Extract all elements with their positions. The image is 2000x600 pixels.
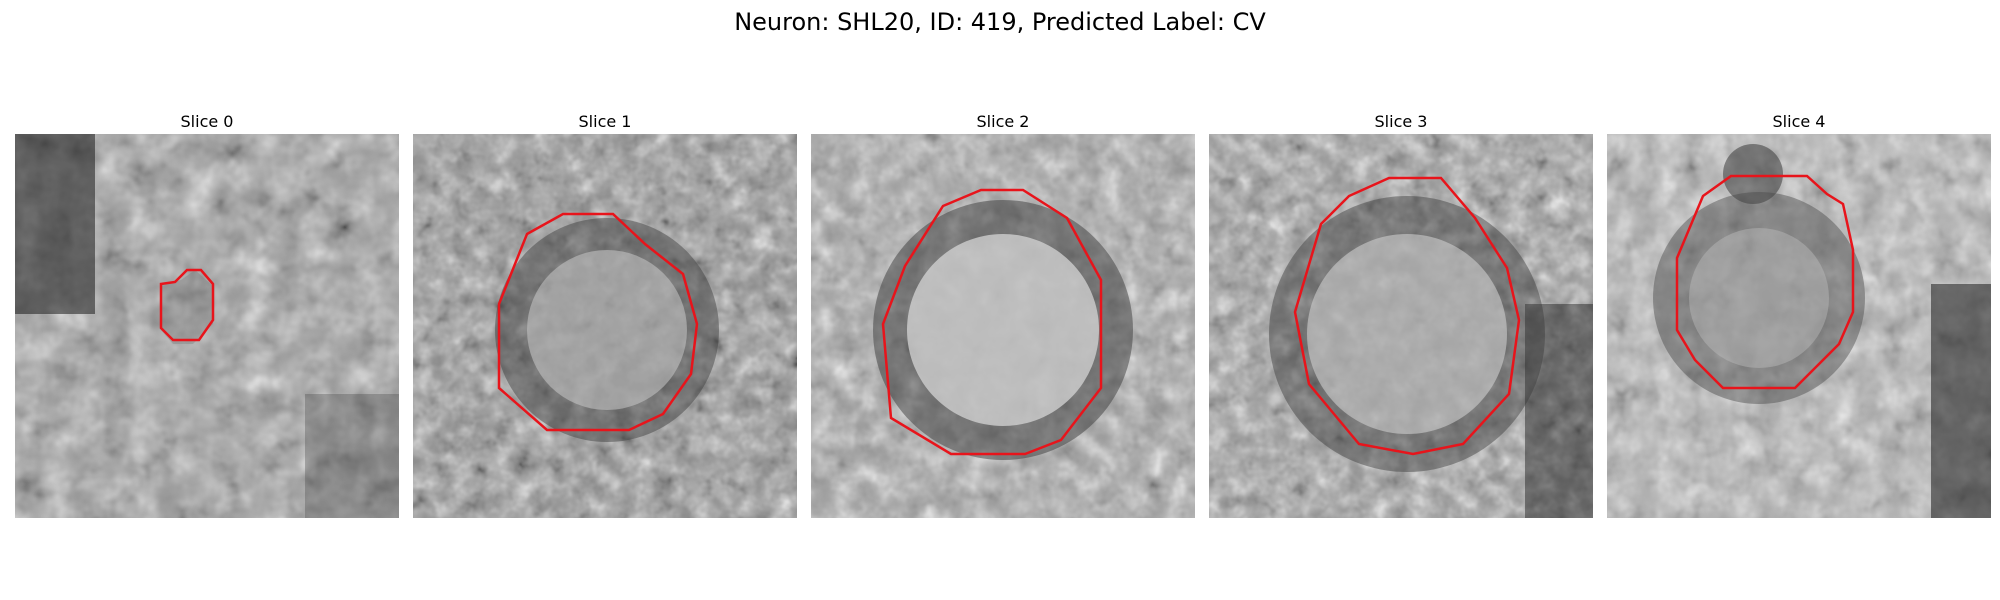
contour-4 xyxy=(1675,174,1855,390)
contour-0 xyxy=(159,268,215,342)
contour-2 xyxy=(881,188,1103,456)
slice-panel-0: Slice 0 xyxy=(15,110,399,518)
slice-title-4: Slice 4 xyxy=(1772,112,1826,131)
contour-3 xyxy=(1293,176,1521,456)
slice-image-0 xyxy=(15,134,399,518)
slice-image-2 xyxy=(811,134,1195,518)
slice-panel-4: Slice 4 xyxy=(1607,110,1991,518)
contour-1 xyxy=(497,212,699,432)
slice-title-2: Slice 2 xyxy=(976,112,1030,131)
slice-panel-3: Slice 3 xyxy=(1209,110,1593,518)
slice-panel-2: Slice 2 xyxy=(811,110,1195,518)
slice-title-0: Slice 0 xyxy=(180,112,234,131)
slice-panel-1: Slice 1 xyxy=(413,110,797,518)
slice-image-3 xyxy=(1209,134,1593,518)
slice-title-3: Slice 3 xyxy=(1374,112,1428,131)
figure-title: Neuron: SHL20, ID: 419, Predicted Label:… xyxy=(734,8,1266,36)
slice-image-4 xyxy=(1607,134,1991,518)
slice-image-1 xyxy=(413,134,797,518)
slice-title-1: Slice 1 xyxy=(578,112,632,131)
